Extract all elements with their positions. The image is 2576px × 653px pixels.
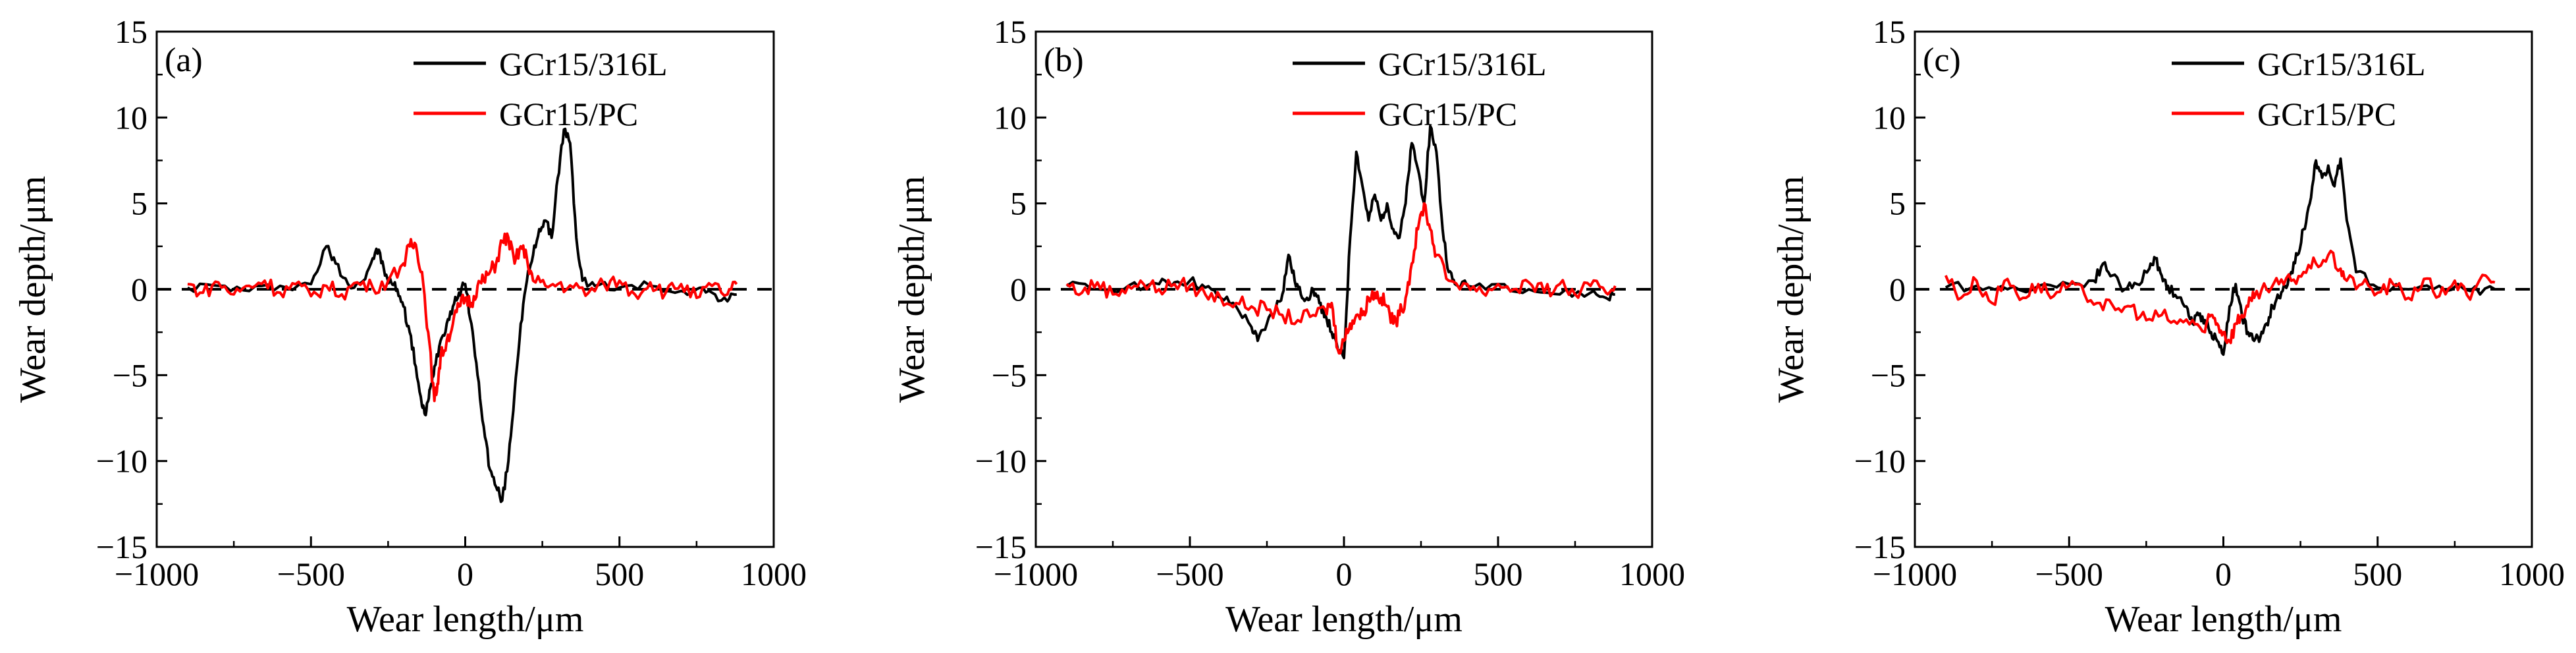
y-tick-label: 0	[131, 271, 148, 308]
legend-label: GCr15/316L	[499, 45, 668, 82]
legend-label: GCr15/316L	[1378, 45, 1547, 82]
y-axis-label: Wear depth/μm	[13, 176, 53, 403]
y-tick-label: 10	[1873, 99, 1906, 136]
chart-panel-1: −1000 −500 0 500 1000 −15 −10 −5 0 5 10 15 Wear leng…	[13, 13, 807, 640]
series-line-gcr15-316l	[1065, 125, 1615, 360]
legend-label: GCr15/PC	[1378, 96, 1517, 132]
y-tick-label: 10	[115, 99, 148, 136]
legend-label: GCr15/PC	[499, 96, 638, 132]
series-line-gcr15-316l	[186, 127, 738, 503]
x-axis-label: Wear length/μm	[1225, 599, 1462, 640]
x-tick-label: 0	[1336, 555, 1353, 592]
x-tick-label: −500	[2035, 555, 2103, 592]
y-tick-label: 15	[1873, 13, 1906, 50]
y-tick-label: 5	[131, 185, 148, 222]
series-line-gcr15-pc	[1944, 249, 2496, 345]
chart-panel-3: −1000 −500 0 500 1000 −15 −10 −5 0 5 10 15 Wear leng…	[1771, 13, 2565, 640]
y-tick-label: −15	[96, 528, 148, 565]
y-tick-label: 15	[994, 13, 1027, 50]
x-tick-label: 500	[1474, 555, 1523, 592]
y-tick-label: −15	[1854, 528, 1906, 565]
x-tick-label: 1000	[1619, 555, 1685, 592]
series-line-gcr15-pc	[187, 232, 738, 403]
x-tick-label: 1000	[741, 555, 807, 592]
x-tick-label: 1000	[2499, 555, 2565, 592]
x-tick-label: −1000	[115, 555, 199, 592]
x-axis-label: Wear length/μm	[347, 599, 584, 640]
panel-label: (a)	[165, 42, 203, 79]
x-tick-label: −500	[1156, 555, 1223, 592]
x-tick-label: 0	[457, 555, 473, 592]
y-axis-label: Wear depth/μm	[892, 176, 932, 403]
x-tick-label: −500	[277, 555, 345, 592]
panel-label: (c)	[1923, 42, 1961, 79]
y-tick-label: −15	[975, 528, 1027, 565]
y-axis-label: Wear depth/μm	[1771, 176, 1811, 403]
series-line-gcr15-pc	[1065, 202, 1617, 355]
series-line-gcr15-316l	[1945, 157, 2496, 356]
y-tick-label: 0	[1889, 271, 1906, 308]
x-tick-label: 0	[2215, 555, 2232, 592]
y-tick-label: 10	[994, 99, 1027, 136]
y-tick-label: −10	[1854, 443, 1906, 480]
x-tick-label: −1000	[1873, 555, 1957, 592]
y-tick-label: 5	[1889, 185, 1906, 222]
y-tick-label: 15	[115, 13, 148, 50]
y-tick-label: −5	[113, 356, 148, 393]
y-tick-label: 0	[1010, 271, 1027, 308]
x-tick-label: 500	[2353, 555, 2402, 592]
x-tick-label: 500	[595, 555, 644, 592]
y-tick-label: −10	[975, 443, 1027, 480]
y-tick-label: −10	[96, 443, 148, 480]
y-tick-label: 5	[1010, 185, 1027, 222]
y-tick-label: −5	[1871, 356, 1906, 393]
chart-panel-2: −1000 −500 0 500 1000 −15 −10 −5 0 5 10 15 Wear leng…	[892, 13, 1685, 640]
panel-label: (b)	[1044, 42, 1084, 79]
x-axis-label: Wear length/μm	[2105, 599, 2342, 640]
legend-label: GCr15/316L	[2257, 45, 2426, 82]
legend-label: GCr15/PC	[2257, 96, 2396, 132]
y-tick-label: −5	[992, 356, 1027, 393]
x-tick-label: −1000	[994, 555, 1078, 592]
